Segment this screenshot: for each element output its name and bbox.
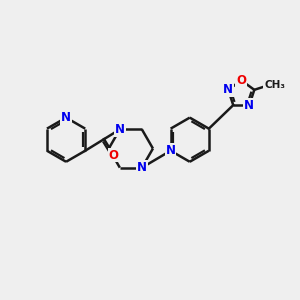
Text: N: N <box>166 144 176 157</box>
Text: O: O <box>236 74 246 87</box>
Text: N: N <box>137 161 147 174</box>
Text: O: O <box>109 148 119 162</box>
Text: N: N <box>223 83 233 96</box>
Text: N: N <box>244 99 254 112</box>
Text: N: N <box>115 123 125 136</box>
Text: CH₃: CH₃ <box>264 80 285 90</box>
Text: N: N <box>61 111 71 124</box>
